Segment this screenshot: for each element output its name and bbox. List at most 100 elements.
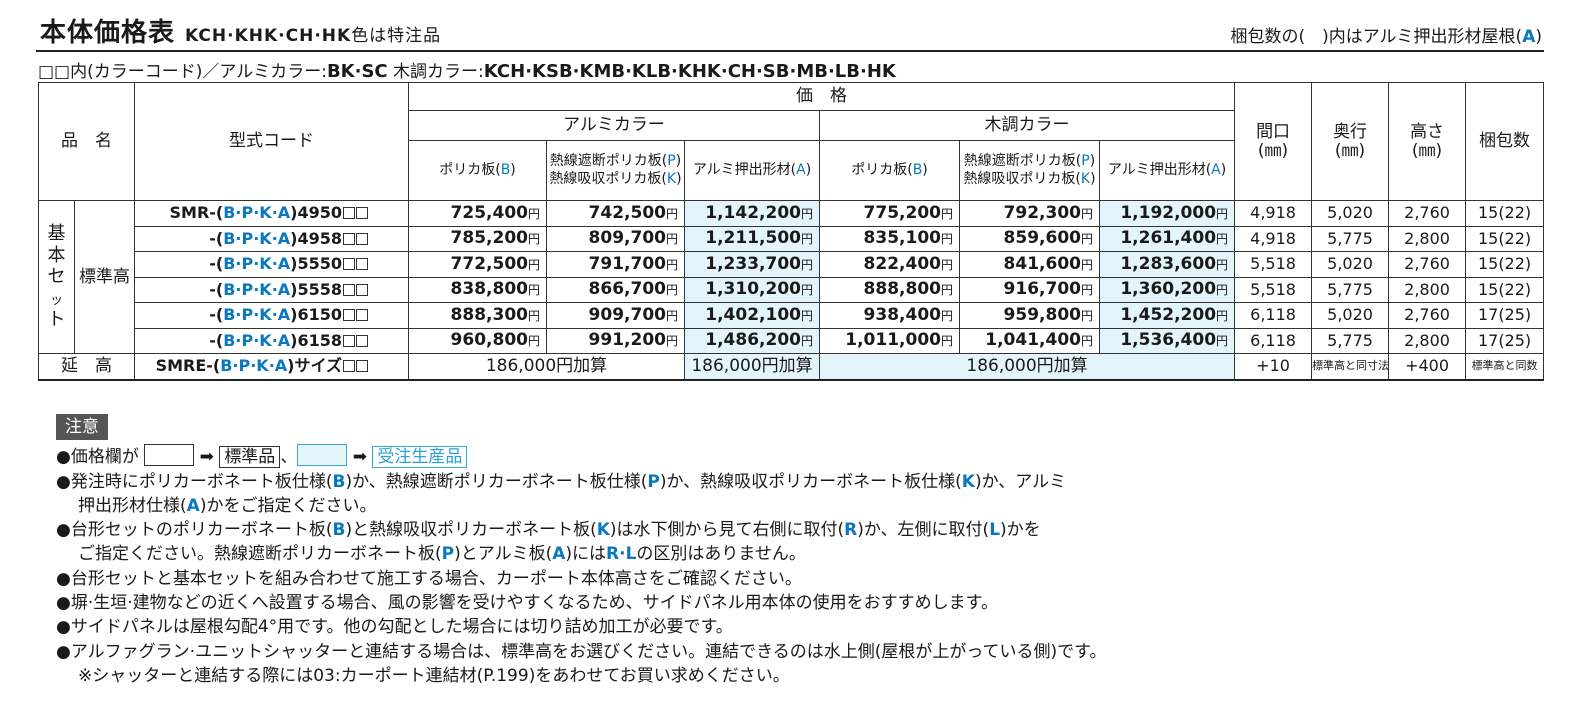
price-value: 1,452,200 xyxy=(1120,304,1217,325)
price-wood-extrusion: 1,360,200円 xyxy=(1098,276,1236,303)
color-code-box xyxy=(343,360,355,373)
alu-extrusion-label: アルミ押出形材( xyxy=(1107,161,1212,178)
price-wood-extrusion: 1,283,600円 xyxy=(1098,251,1236,278)
price-value: 1,192,000 xyxy=(1120,202,1217,223)
price-value: 841,600 xyxy=(1003,253,1081,274)
page-title: 本体価格表 KCH·KHK·CH·HK色は特注品 xyxy=(40,12,441,49)
title-models: KCH·KHK·CH·HK xyxy=(185,26,352,46)
height-value: 2,760 xyxy=(1388,251,1467,278)
price-alu-extrusion: 1,310,200円 xyxy=(684,276,820,303)
price-value: 1,310,200 xyxy=(705,279,801,300)
model-code-cell: -(B·P·K·A)4958 xyxy=(134,225,409,252)
price-wood-extrusion: 1,452,200円 xyxy=(1098,302,1236,329)
price-value: 866,700 xyxy=(588,279,666,300)
price-alu-extrusion: 1,233,700円 xyxy=(684,251,820,278)
note-line: 押出形材仕様(A)かをご指定ください。 xyxy=(78,495,377,516)
yen-unit: 円 xyxy=(1080,232,1093,247)
ext-width: +10 xyxy=(1234,353,1313,381)
header-wood-poly: ポリカ板(B) xyxy=(819,140,960,201)
close-paren: ) xyxy=(675,153,682,169)
header-alu-extrusion: アルミ押出形材(A) xyxy=(684,140,820,201)
note-line: ●台形セットと基本セットを組み合わせて施工する場合、カーポート本体高さをご確認く… xyxy=(56,568,802,589)
price-wood-poly: 1,011,000円 xyxy=(819,327,960,354)
price-value: 822,400 xyxy=(863,253,941,274)
yen-unit: 円 xyxy=(940,283,953,298)
price-value: 916,700 xyxy=(1003,279,1081,300)
packages-value: 17(25) xyxy=(1465,327,1545,354)
price-value: 1,486,200 xyxy=(705,330,801,351)
packages-value: 17(25) xyxy=(1465,302,1545,329)
price-value: 1,142,200 xyxy=(705,202,801,223)
yen-unit: 円 xyxy=(1216,334,1229,349)
yen-unit: 円 xyxy=(1216,257,1229,272)
close-paren: ) xyxy=(1090,170,1096,187)
yen-unit: 円 xyxy=(1080,334,1093,349)
model-prefix: - xyxy=(209,279,216,299)
price-wood-heat: 959,800円 xyxy=(959,302,1100,329)
price-alu-poly: 960,800円 xyxy=(408,327,547,354)
header-alu-poly: ポリカ板(B) xyxy=(408,140,547,201)
close-paren: ) xyxy=(922,161,928,178)
width-value: 5,518 xyxy=(1234,276,1313,303)
depth-label: 奥行 xyxy=(1333,121,1368,142)
code-paren-open: ( xyxy=(215,330,224,350)
pack-note-close: ) xyxy=(1535,27,1542,47)
ext-alu-add: 186,000円加算 xyxy=(408,353,685,381)
price-value: 725,400 xyxy=(450,202,528,223)
height-value: 2,800 xyxy=(1388,276,1467,303)
alu-a-code: A xyxy=(1211,161,1221,178)
heat-p-code: P xyxy=(1081,153,1090,169)
code-paren-open: ( xyxy=(215,203,224,223)
group-label-basic-set: 基本セット xyxy=(38,200,75,354)
yen-unit: 円 xyxy=(940,206,953,221)
table-row: -(B·P·K·A)6158 960,800円 991,200円 1,486,2… xyxy=(39,327,1545,354)
poly-label: ポリカ板( xyxy=(439,161,501,178)
header-price: 価 格 xyxy=(407,82,1236,111)
note-line: ●サイドパネルは屋根勾配4°用です。他の勾配とした場合には切り詰め加工が必要です… xyxy=(56,617,733,638)
note-line: ご指定ください。熱線遮断ポリカーボネート板(P)とアルミ板(A)にはR·Lの区別… xyxy=(78,544,806,565)
price-value: 772,500 xyxy=(450,253,528,274)
price-alu-heat: 909,700円 xyxy=(546,302,685,329)
header-wood-heat: 熱線遮断ポリカ板(P) 熱線吸収ポリカ板(K) xyxy=(959,140,1100,201)
ext-size: サイズ xyxy=(294,356,342,376)
extension-row: 延 高 SMRE-(B·P·K·A)サイズ 186,000円加算 186,000… xyxy=(38,353,1545,381)
heat-p-code: P xyxy=(667,153,676,169)
legend-prefix: ●価格欄が xyxy=(56,447,139,468)
price-value: 959,800 xyxy=(1003,304,1081,325)
made-to-order-label: 受注生産品 xyxy=(372,446,468,469)
model-size: 6158 xyxy=(297,330,342,350)
color-code-box xyxy=(343,334,355,347)
price-value: 791,700 xyxy=(588,253,666,274)
ext-alu-extrusion-add: 186,000円加算 xyxy=(684,353,820,381)
roof-type-codes: B·P·K·A xyxy=(223,203,291,223)
price-alu-poly: 772,500円 xyxy=(408,251,547,278)
close-paren: ) xyxy=(676,170,682,187)
price-value: 835,100 xyxy=(863,228,941,249)
color-code-line: □□内(カラーコード)／アルミカラー:BK·SC 木調カラー:KCH·KSB·K… xyxy=(38,57,896,82)
close-paren: ) xyxy=(1089,153,1096,169)
price-value: 785,200 xyxy=(450,228,528,249)
header-wood-extrusion: アルミ押出形材(A) xyxy=(1098,140,1236,201)
poly-code: B xyxy=(912,161,923,178)
roof-type-codes: B·P·K·A xyxy=(223,330,291,350)
color-code-box xyxy=(356,258,368,271)
pack-note-a: A xyxy=(1522,27,1536,47)
price-wood-heat: 1,041,400円 xyxy=(959,327,1100,354)
cyan-swatch xyxy=(297,444,348,467)
price-value: 859,600 xyxy=(1003,228,1081,249)
header-wood-color: 木調カラー xyxy=(818,110,1236,141)
price-value: 991,200 xyxy=(588,330,666,351)
yen-unit: 円 xyxy=(940,257,953,272)
price-value: 1,211,500 xyxy=(705,228,801,249)
packages-value: 15(22) xyxy=(1465,200,1545,227)
height-unit: (㎜) xyxy=(1411,140,1443,161)
price-alu-poly: 785,200円 xyxy=(408,225,547,252)
depth-value: 5,020 xyxy=(1311,302,1390,329)
header-height: 高さ (㎜) xyxy=(1388,82,1467,201)
heat-k-code: K xyxy=(1080,170,1091,187)
roof-type-codes: B·P·K·A xyxy=(223,228,291,248)
ext-packages: 標準高と同数 xyxy=(1465,353,1545,381)
price-alu-extrusion: 1,211,500円 xyxy=(684,225,820,252)
price-value: 1,041,400 xyxy=(985,330,1081,351)
model-prefix: - xyxy=(209,254,216,274)
